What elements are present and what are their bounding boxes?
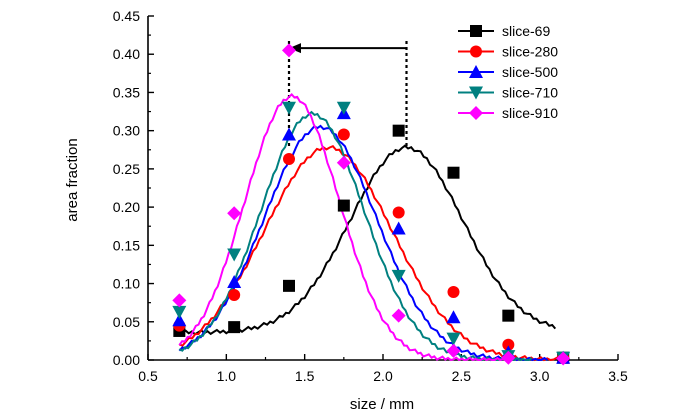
y-tick-label: 0.05 (113, 314, 140, 330)
marker-slice-500 (446, 310, 461, 324)
marker-slice-280 (392, 206, 405, 219)
marker-slice-910 (446, 343, 461, 358)
y-tick-label: 0.30 (113, 123, 140, 139)
y-axis-title: area fraction (64, 138, 81, 221)
legend-marker-slice-69 (470, 25, 482, 37)
marker-slice-69 (502, 309, 515, 322)
fit-curves (178, 92, 564, 362)
y-tick-label: 0.35 (113, 84, 140, 100)
marker-slice-710 (172, 305, 187, 319)
marker-slice-69 (392, 124, 405, 137)
legend-label-slice-710: slice-710 (502, 85, 558, 101)
arrow-head (289, 43, 301, 54)
y-tick-label: 0.40 (113, 46, 140, 62)
x-tick-label: 2.5 (452, 368, 472, 384)
x-tick-label: 3.0 (530, 368, 550, 384)
marker-slice-280 (447, 285, 460, 298)
marker-slice-280 (502, 338, 515, 351)
marker-slice-910 (391, 308, 406, 323)
legend-marker-slice-910 (469, 106, 483, 120)
marker-slice-710 (227, 248, 242, 262)
legend-marker-slice-280 (470, 45, 482, 58)
marker-slice-910 (172, 293, 187, 308)
x-tick-label: 3.5 (608, 368, 628, 384)
y-tick-label: 0.15 (113, 237, 140, 253)
marker-slice-500 (282, 127, 296, 141)
marker-slice-500 (227, 275, 242, 289)
x-tick-label: 1.5 (295, 368, 315, 384)
marker-slice-69 (228, 321, 241, 334)
marker-slice-69 (283, 279, 295, 292)
data-markers (172, 43, 571, 366)
marker-slice-710 (282, 101, 296, 115)
marker-slice-280 (283, 152, 295, 165)
marker-slice-69 (447, 166, 460, 179)
marker-slice-710 (336, 101, 351, 115)
x-axis-title: size / mm (350, 396, 414, 413)
legend-marker-slice-500 (469, 65, 483, 78)
y-tick-label: 0.00 (113, 352, 140, 368)
marker-slice-710 (391, 269, 406, 283)
y-tick-label: 0.20 (113, 199, 140, 215)
y-tick-label: 0.25 (113, 161, 140, 177)
marker-slice-910 (501, 350, 516, 365)
marker-slice-910 (282, 43, 296, 58)
x-tick-label: 1.0 (217, 368, 237, 384)
x-tick-label: 0.5 (138, 368, 158, 384)
legend-label-slice-69: slice-69 (502, 23, 550, 39)
marker-slice-910 (227, 206, 242, 221)
marker-slice-280 (228, 289, 241, 302)
fit-curve-slice-910 (178, 92, 509, 362)
legend-label-slice-500: slice-500 (502, 64, 558, 80)
marker-slice-280 (337, 128, 350, 141)
legend-label-slice-910: slice-910 (502, 105, 558, 121)
fit-curve-slice-69 (178, 144, 557, 336)
annotations (287, 38, 408, 146)
x-tick-label: 2.0 (373, 368, 393, 384)
y-tick-label: 0.45 (113, 8, 140, 24)
fit-curve-slice-710 (178, 110, 533, 362)
marker-slice-910 (556, 351, 571, 366)
marker-slice-69 (337, 199, 350, 212)
marker-slice-500 (172, 313, 187, 327)
legend-label-slice-280: slice-280 (502, 44, 558, 60)
marker-slice-910 (336, 155, 351, 170)
axes: 0.5 1.0 1.5 2.0 2.5 3.0 3.5 0.00 0.05 0.10 0.15 0.2… (113, 8, 628, 384)
legend-marker-slice-710 (469, 86, 483, 100)
legend: slice-69 slice-280 slice-500 slice-710 slice… (458, 23, 558, 121)
y-tick-label: 0.10 (113, 276, 140, 292)
marker-slice-710 (446, 332, 461, 346)
marker-slice-500 (391, 221, 406, 235)
